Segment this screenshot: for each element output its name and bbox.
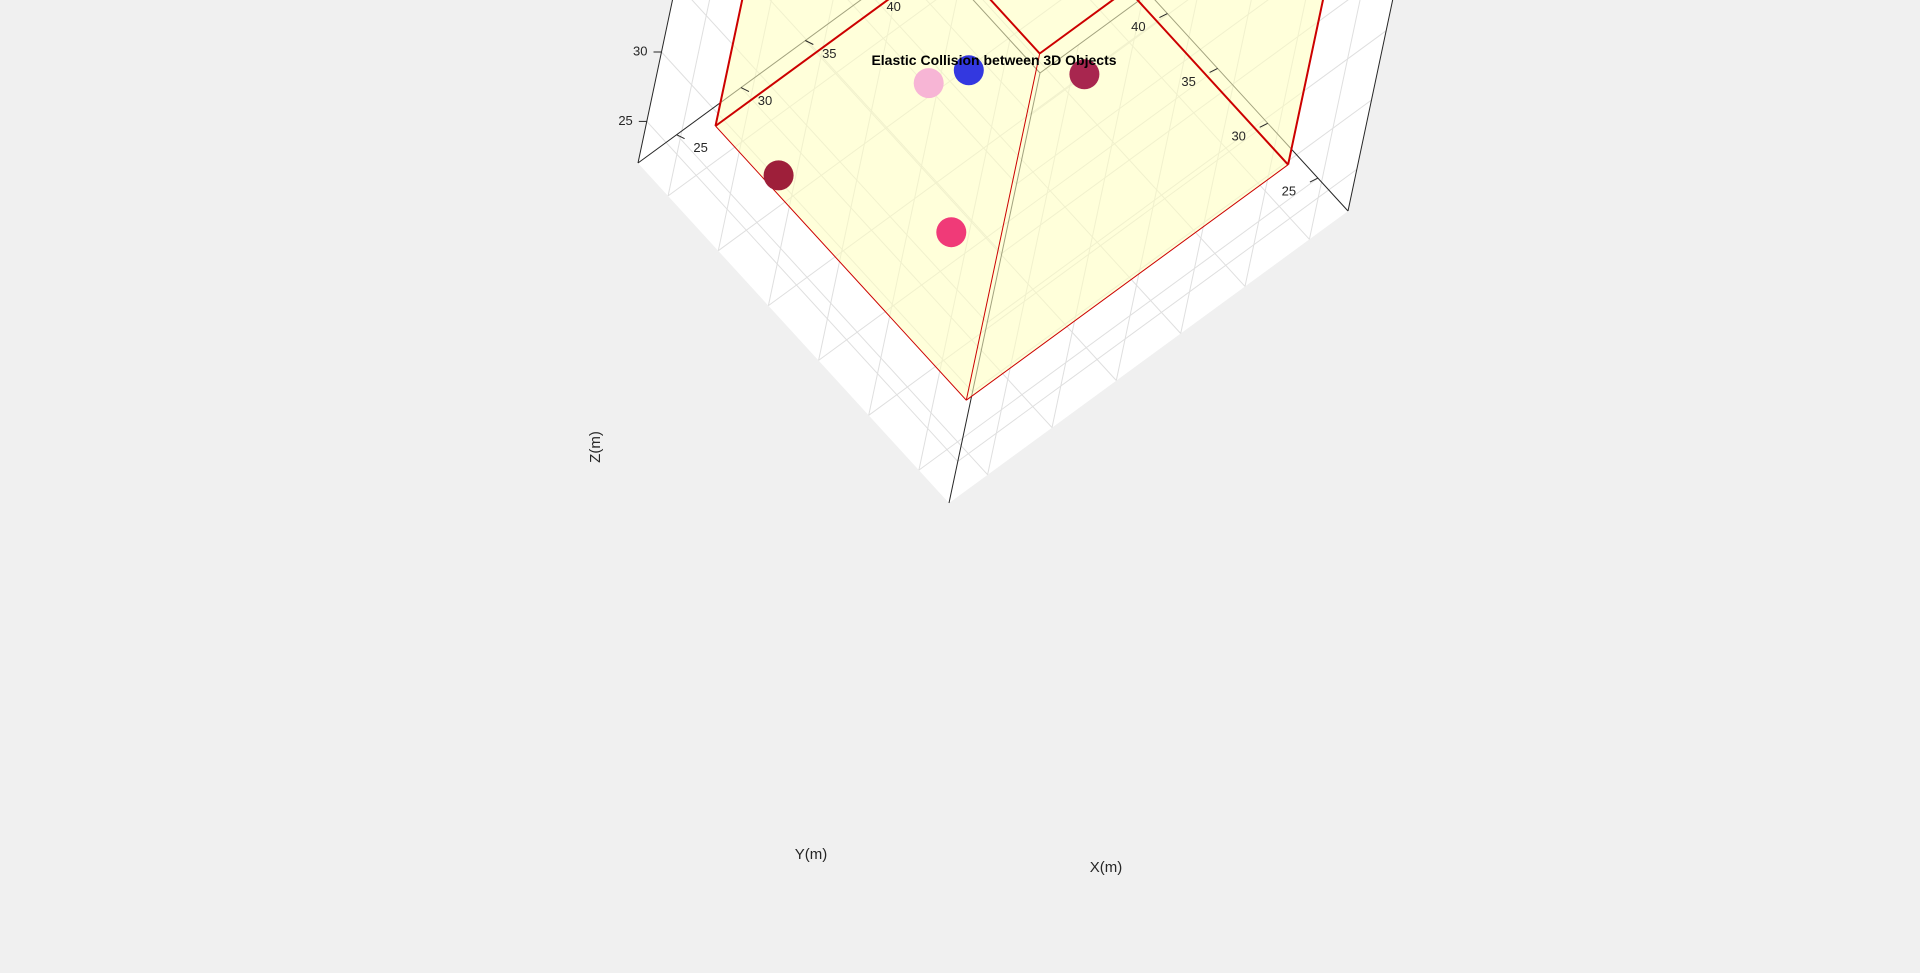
x-tick-label: 35	[822, 46, 836, 61]
x-tick-label: 25	[693, 140, 707, 155]
object-sphere-8	[764, 160, 794, 190]
z-tick-label: 30	[633, 43, 647, 58]
chart-title: Elastic Collision between 3D Objects	[871, 52, 1116, 68]
y-tick-label: 35	[1181, 74, 1195, 89]
object-sphere-10	[914, 68, 944, 98]
x-tick-label: 40	[886, 0, 900, 14]
y-tick-label: 30	[1231, 129, 1245, 144]
object-sphere-3	[936, 217, 966, 247]
z-tick-label: 25	[618, 113, 632, 128]
y-axis-label: Y(m)	[795, 846, 828, 863]
z-axis-label: Z(m)	[587, 431, 604, 463]
y-tick-label: 25	[1282, 184, 1296, 199]
x-axis-label: X(m)	[1090, 859, 1123, 876]
x-tick-label: 30	[758, 93, 772, 108]
y-tick-label: 40	[1131, 19, 1145, 34]
